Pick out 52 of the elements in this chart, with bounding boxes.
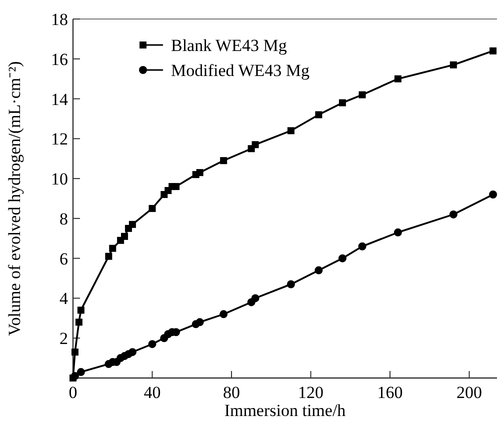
point [220, 157, 228, 164]
y-tick-label: 2 [60, 329, 68, 348]
point [286, 280, 295, 288]
point [338, 99, 346, 106]
point [338, 254, 346, 262]
point [489, 190, 498, 199]
point [196, 318, 204, 326]
x-tick-label: 160 [377, 383, 403, 402]
y-tick-label: 14 [51, 90, 68, 109]
y-tick-label: 8 [60, 209, 68, 228]
y-tick-label: 16 [51, 50, 68, 69]
point [315, 111, 322, 118]
point [450, 61, 457, 68]
y-tick-label: 18 [51, 10, 68, 29]
point [196, 169, 204, 176]
point [252, 141, 259, 148]
point [490, 47, 497, 54]
point [70, 372, 79, 380]
y-tick-label: 12 [51, 130, 68, 149]
point [71, 348, 78, 356]
point [449, 210, 458, 218]
point [172, 183, 180, 190]
point [75, 318, 82, 326]
point [394, 75, 402, 82]
point [287, 127, 294, 134]
point [358, 242, 366, 250]
point [314, 266, 323, 274]
x-tick-label: 200 [456, 383, 482, 402]
point [128, 220, 136, 228]
x-tick-label: 0 [68, 383, 78, 402]
y-tick-label: 10 [51, 170, 68, 189]
point [121, 232, 128, 240]
x-axis-title: Immersion time/h [224, 401, 346, 420]
x-tick-label: 40 [144, 383, 161, 402]
legend-label: Modified WE43 Mg [171, 61, 310, 80]
y-tick-label: 6 [60, 249, 68, 268]
point [109, 244, 116, 252]
legend-label: Blank WE43 Mg [171, 36, 288, 55]
point [76, 368, 85, 376]
point [128, 348, 136, 356]
point [77, 306, 84, 314]
x-tick-label: 120 [298, 383, 324, 402]
point [105, 252, 112, 260]
point [394, 228, 402, 236]
point [220, 310, 228, 318]
point [358, 91, 366, 98]
point [251, 294, 260, 302]
y-axis-title: Volume of evolved hydrogen/(mL·cm⁻²) [5, 61, 24, 336]
point [148, 204, 156, 212]
y-tick-label: 4 [60, 289, 68, 308]
x-tick-label: 80 [223, 383, 240, 402]
point [148, 340, 156, 348]
